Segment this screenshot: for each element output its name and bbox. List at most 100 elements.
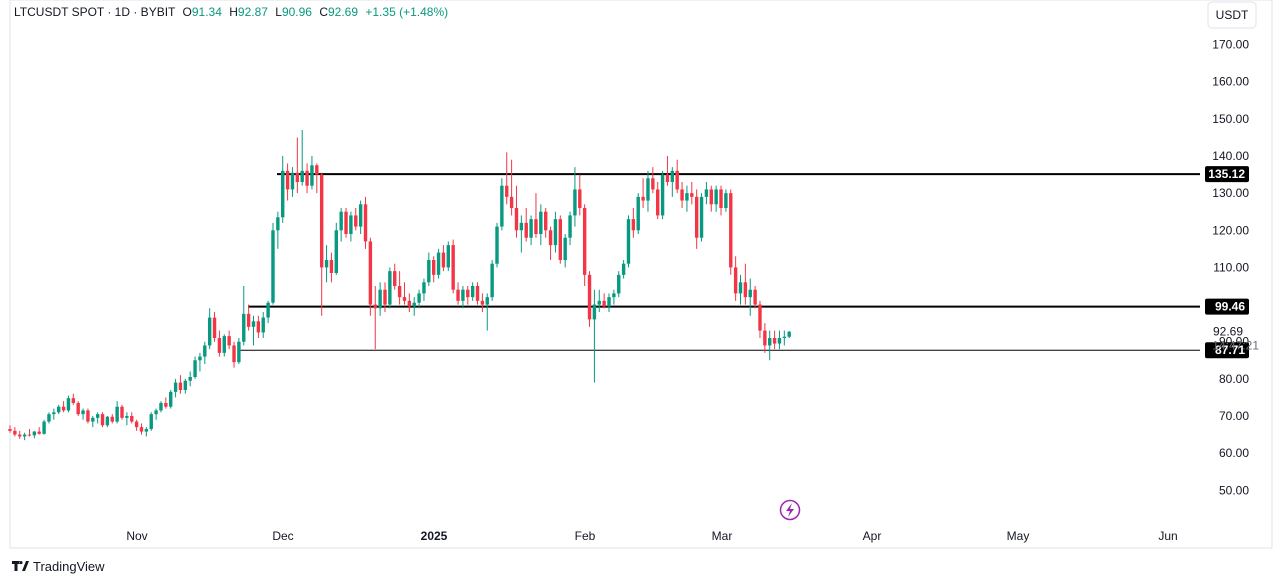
candle-body (183, 380, 188, 390)
level-label: 99.46 (1215, 300, 1245, 314)
candle-body (772, 338, 777, 344)
candle-body (37, 431, 41, 434)
candle-body (281, 170, 285, 218)
x-tick-label: Feb (575, 529, 596, 543)
candle-body (602, 300, 606, 307)
candle-body (787, 331, 791, 337)
candle-body (193, 360, 197, 377)
candle-body (480, 300, 485, 305)
candle-body (495, 226, 499, 264)
candle-body (685, 193, 689, 201)
candle-body (402, 297, 407, 301)
lightning-icon[interactable] (779, 499, 801, 521)
axes: 50.0060.0070.0080.0090.00100.00110.00120… (126, 38, 1259, 543)
candle-body (368, 241, 373, 305)
candle-body (290, 172, 295, 190)
candle-body (461, 289, 465, 301)
level-label: 87.71 (1215, 343, 1245, 357)
y-tick-label: 70.00 (1219, 409, 1249, 423)
level-label-box (1205, 342, 1249, 359)
candle-body (636, 196, 640, 231)
candle-body (548, 230, 553, 246)
y-tick-label: 130.00 (1212, 186, 1249, 200)
high-value: 92.87 (238, 5, 268, 19)
candle-body (563, 237, 567, 260)
level-label: 135.12 (1208, 167, 1245, 181)
last-price: 92.69 (1213, 325, 1243, 339)
change-percent: (+1.48%) (399, 5, 448, 19)
candle-body (631, 219, 636, 231)
candle-body (758, 304, 762, 331)
candle-body (222, 336, 226, 353)
low-value: 90.96 (282, 5, 312, 19)
candle-body (587, 274, 592, 320)
candle-body (169, 391, 173, 407)
y-tick-label: 140.00 (1212, 149, 1249, 163)
candle-body (470, 286, 475, 298)
candle-body (738, 282, 743, 294)
currency[interactable]: USDT (1216, 8, 1249, 22)
y-tick-label: 150.00 (1212, 112, 1249, 126)
candle-body (105, 416, 110, 426)
candle-body (617, 274, 621, 294)
candle-body (388, 271, 392, 305)
candle-body (178, 382, 183, 390)
candle-body (568, 215, 572, 238)
candle-body (349, 215, 353, 234)
candle-body (227, 336, 231, 346)
candle-body (558, 219, 563, 260)
candle-body (173, 382, 178, 392)
candle-body (748, 289, 752, 298)
candle-body (13, 430, 17, 435)
x-tick-label: Apr (863, 529, 882, 543)
brand: TradingView (12, 559, 105, 574)
candle-body (660, 174, 665, 216)
candle-body (724, 193, 728, 208)
high-label: H (229, 5, 238, 19)
candle-body (159, 403, 163, 411)
candle-body (334, 230, 338, 273)
candle-body (578, 189, 582, 208)
candle-body (91, 417, 95, 422)
candle-body (344, 211, 348, 234)
open-value: 91.34 (192, 5, 222, 19)
candle-body (514, 208, 519, 231)
candle-body (500, 185, 504, 227)
y-tick-label: 80.00 (1219, 372, 1249, 386)
candle-body (733, 267, 738, 294)
candle-body (719, 189, 723, 208)
candle-body (319, 174, 324, 268)
candle-body (295, 172, 300, 182)
candle-body (397, 286, 402, 298)
candle-body (656, 189, 660, 216)
y-tick-label: 120.00 (1212, 223, 1249, 237)
candle-body (597, 300, 601, 305)
candle-body (690, 193, 694, 197)
candle-body (436, 252, 441, 275)
candle-body (626, 219, 631, 264)
candle-body (61, 406, 66, 411)
candle-body (154, 410, 158, 415)
candle-body (232, 345, 236, 363)
chart-frame (9, 0, 1273, 549)
candle-body (144, 429, 149, 432)
candle-body (57, 406, 61, 413)
candle-body (431, 260, 436, 275)
candle-body (32, 431, 37, 436)
candle-body (217, 338, 222, 353)
candle-body (71, 398, 76, 403)
candle-body (300, 170, 304, 182)
candle-body (95, 414, 100, 418)
currency-button[interactable] (1207, 1, 1257, 29)
candle-body (544, 211, 548, 231)
candle-body (115, 406, 119, 422)
candle-body (651, 178, 655, 190)
candle-body (612, 293, 616, 298)
x-tick-label: Dec (272, 529, 293, 543)
candle-body (188, 377, 192, 381)
candle-body (125, 416, 129, 418)
candle-body (130, 416, 134, 422)
candle-body (86, 410, 90, 422)
